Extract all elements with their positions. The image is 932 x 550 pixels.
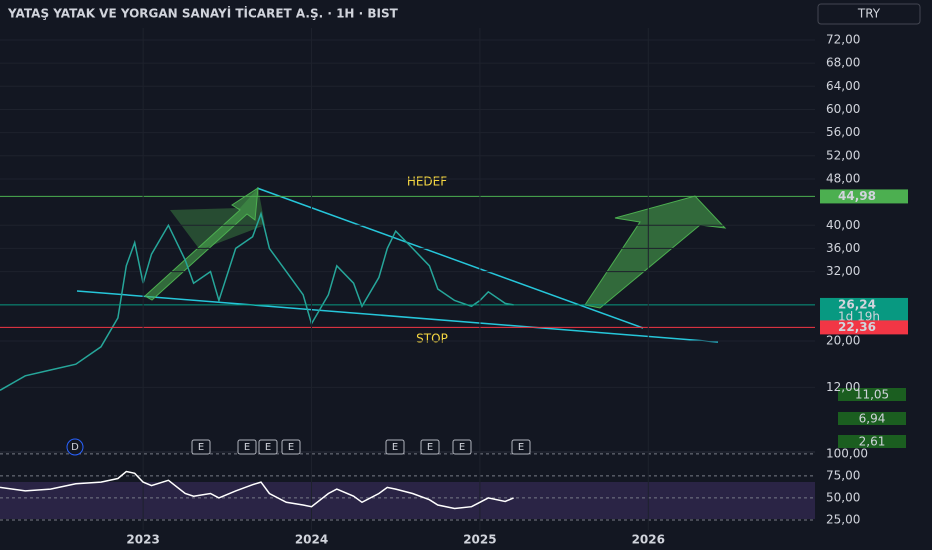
y-tick-label: 75,00 bbox=[826, 468, 860, 482]
arrow bbox=[584, 195, 727, 309]
y-tick-label: 52,00 bbox=[826, 148, 860, 162]
currency-box[interactable] bbox=[817, 3, 921, 25]
x-tick-label: 2026 bbox=[632, 533, 665, 547]
event-marker[interactable] bbox=[511, 439, 531, 455]
price-tag bbox=[820, 320, 908, 335]
volume-tag bbox=[838, 435, 906, 448]
event-marker[interactable] bbox=[237, 439, 257, 455]
y-tick-label: 72,00 bbox=[826, 32, 860, 46]
volume-label: 11,05 bbox=[855, 388, 889, 402]
volume-tag bbox=[838, 412, 906, 425]
y-tick-label: 60,00 bbox=[826, 102, 860, 116]
y-tick-label: 40,00 bbox=[826, 218, 860, 232]
trendline bbox=[76, 290, 719, 343]
annotation: HEDEF bbox=[407, 175, 447, 189]
event-marker[interactable] bbox=[258, 439, 278, 455]
y-tick-label: 68,00 bbox=[826, 56, 860, 70]
price-tag bbox=[820, 297, 908, 324]
volume-label: 6,94 bbox=[859, 412, 886, 426]
event-label[interactable]: E bbox=[244, 442, 250, 453]
y-tick-label: 36,00 bbox=[826, 241, 860, 255]
event-marker[interactable] bbox=[281, 439, 301, 455]
annotation: STOP bbox=[416, 332, 448, 346]
y-tick-label: 20,00 bbox=[826, 334, 860, 348]
arrow bbox=[170, 188, 265, 250]
event-marker[interactable] bbox=[385, 439, 405, 455]
event-marker[interactable] bbox=[66, 438, 84, 456]
currency[interactable]: TRY bbox=[857, 7, 881, 21]
x-tick-label: 2024 bbox=[295, 533, 328, 547]
y-tick-label: 25,00 bbox=[826, 512, 860, 526]
price-tag bbox=[820, 189, 908, 204]
event-label[interactable]: E bbox=[459, 442, 465, 453]
y-tick-label: 56,00 bbox=[826, 125, 860, 139]
event-label[interactable]: E bbox=[265, 442, 271, 453]
y-tick-label: 100,00 bbox=[826, 446, 868, 460]
y-tick-label: 32,00 bbox=[826, 264, 860, 278]
countdown: 1d 19h bbox=[838, 309, 880, 323]
price-line bbox=[0, 211, 514, 391]
volume-label: 2,61 bbox=[859, 435, 886, 449]
y-tick-label: 50,00 bbox=[826, 490, 860, 504]
price-tag-label: 26,24 bbox=[838, 297, 876, 311]
event-label[interactable]: D bbox=[71, 442, 79, 453]
x-tick-label: 2025 bbox=[463, 533, 496, 547]
y-tick-label: 64,00 bbox=[826, 79, 860, 93]
event-label[interactable]: E bbox=[518, 442, 524, 453]
event-marker[interactable] bbox=[452, 439, 472, 455]
y-tick-label: 48,00 bbox=[826, 171, 860, 185]
event-label[interactable]: E bbox=[392, 442, 398, 453]
oscillator-band bbox=[0, 482, 815, 519]
event-marker[interactable] bbox=[191, 439, 211, 455]
event-label[interactable]: E bbox=[198, 442, 204, 453]
price-tag-label: 22,36 bbox=[838, 320, 876, 334]
event-marker[interactable] bbox=[420, 439, 440, 455]
trendline bbox=[256, 187, 644, 329]
price-line bbox=[0, 470, 514, 510]
event-label[interactable]: E bbox=[427, 442, 433, 453]
chart-title: YATAŞ YATAK VE YORGAN SANAYİ TİCARET A.Ş… bbox=[7, 6, 399, 21]
price-tag-label: 44,98 bbox=[838, 189, 876, 203]
x-tick-label: 2023 bbox=[126, 533, 159, 547]
volume-tag bbox=[838, 388, 906, 401]
event-label[interactable]: E bbox=[288, 442, 294, 453]
y-tick-label: 12,00 bbox=[826, 380, 860, 394]
